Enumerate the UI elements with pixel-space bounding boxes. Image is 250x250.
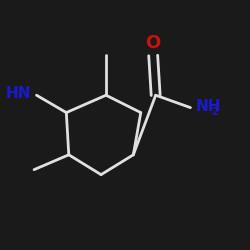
Text: O: O: [146, 34, 161, 52]
Text: HN: HN: [6, 86, 32, 102]
Text: 2: 2: [212, 107, 218, 117]
Text: NH: NH: [196, 99, 221, 114]
